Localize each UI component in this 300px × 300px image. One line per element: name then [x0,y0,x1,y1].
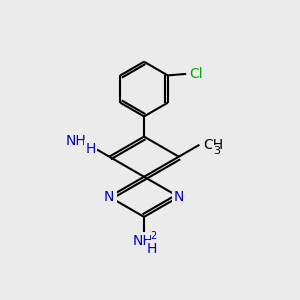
Text: NH: NH [133,234,154,248]
Text: 2: 2 [151,231,157,241]
Text: Cl: Cl [190,67,203,81]
Text: NH: NH [65,134,86,148]
Text: 3: 3 [213,146,220,156]
Text: N: N [174,190,184,204]
Text: H: H [85,142,96,155]
Text: CH: CH [203,138,223,152]
Text: H: H [147,242,157,256]
Text: N: N [104,190,115,204]
